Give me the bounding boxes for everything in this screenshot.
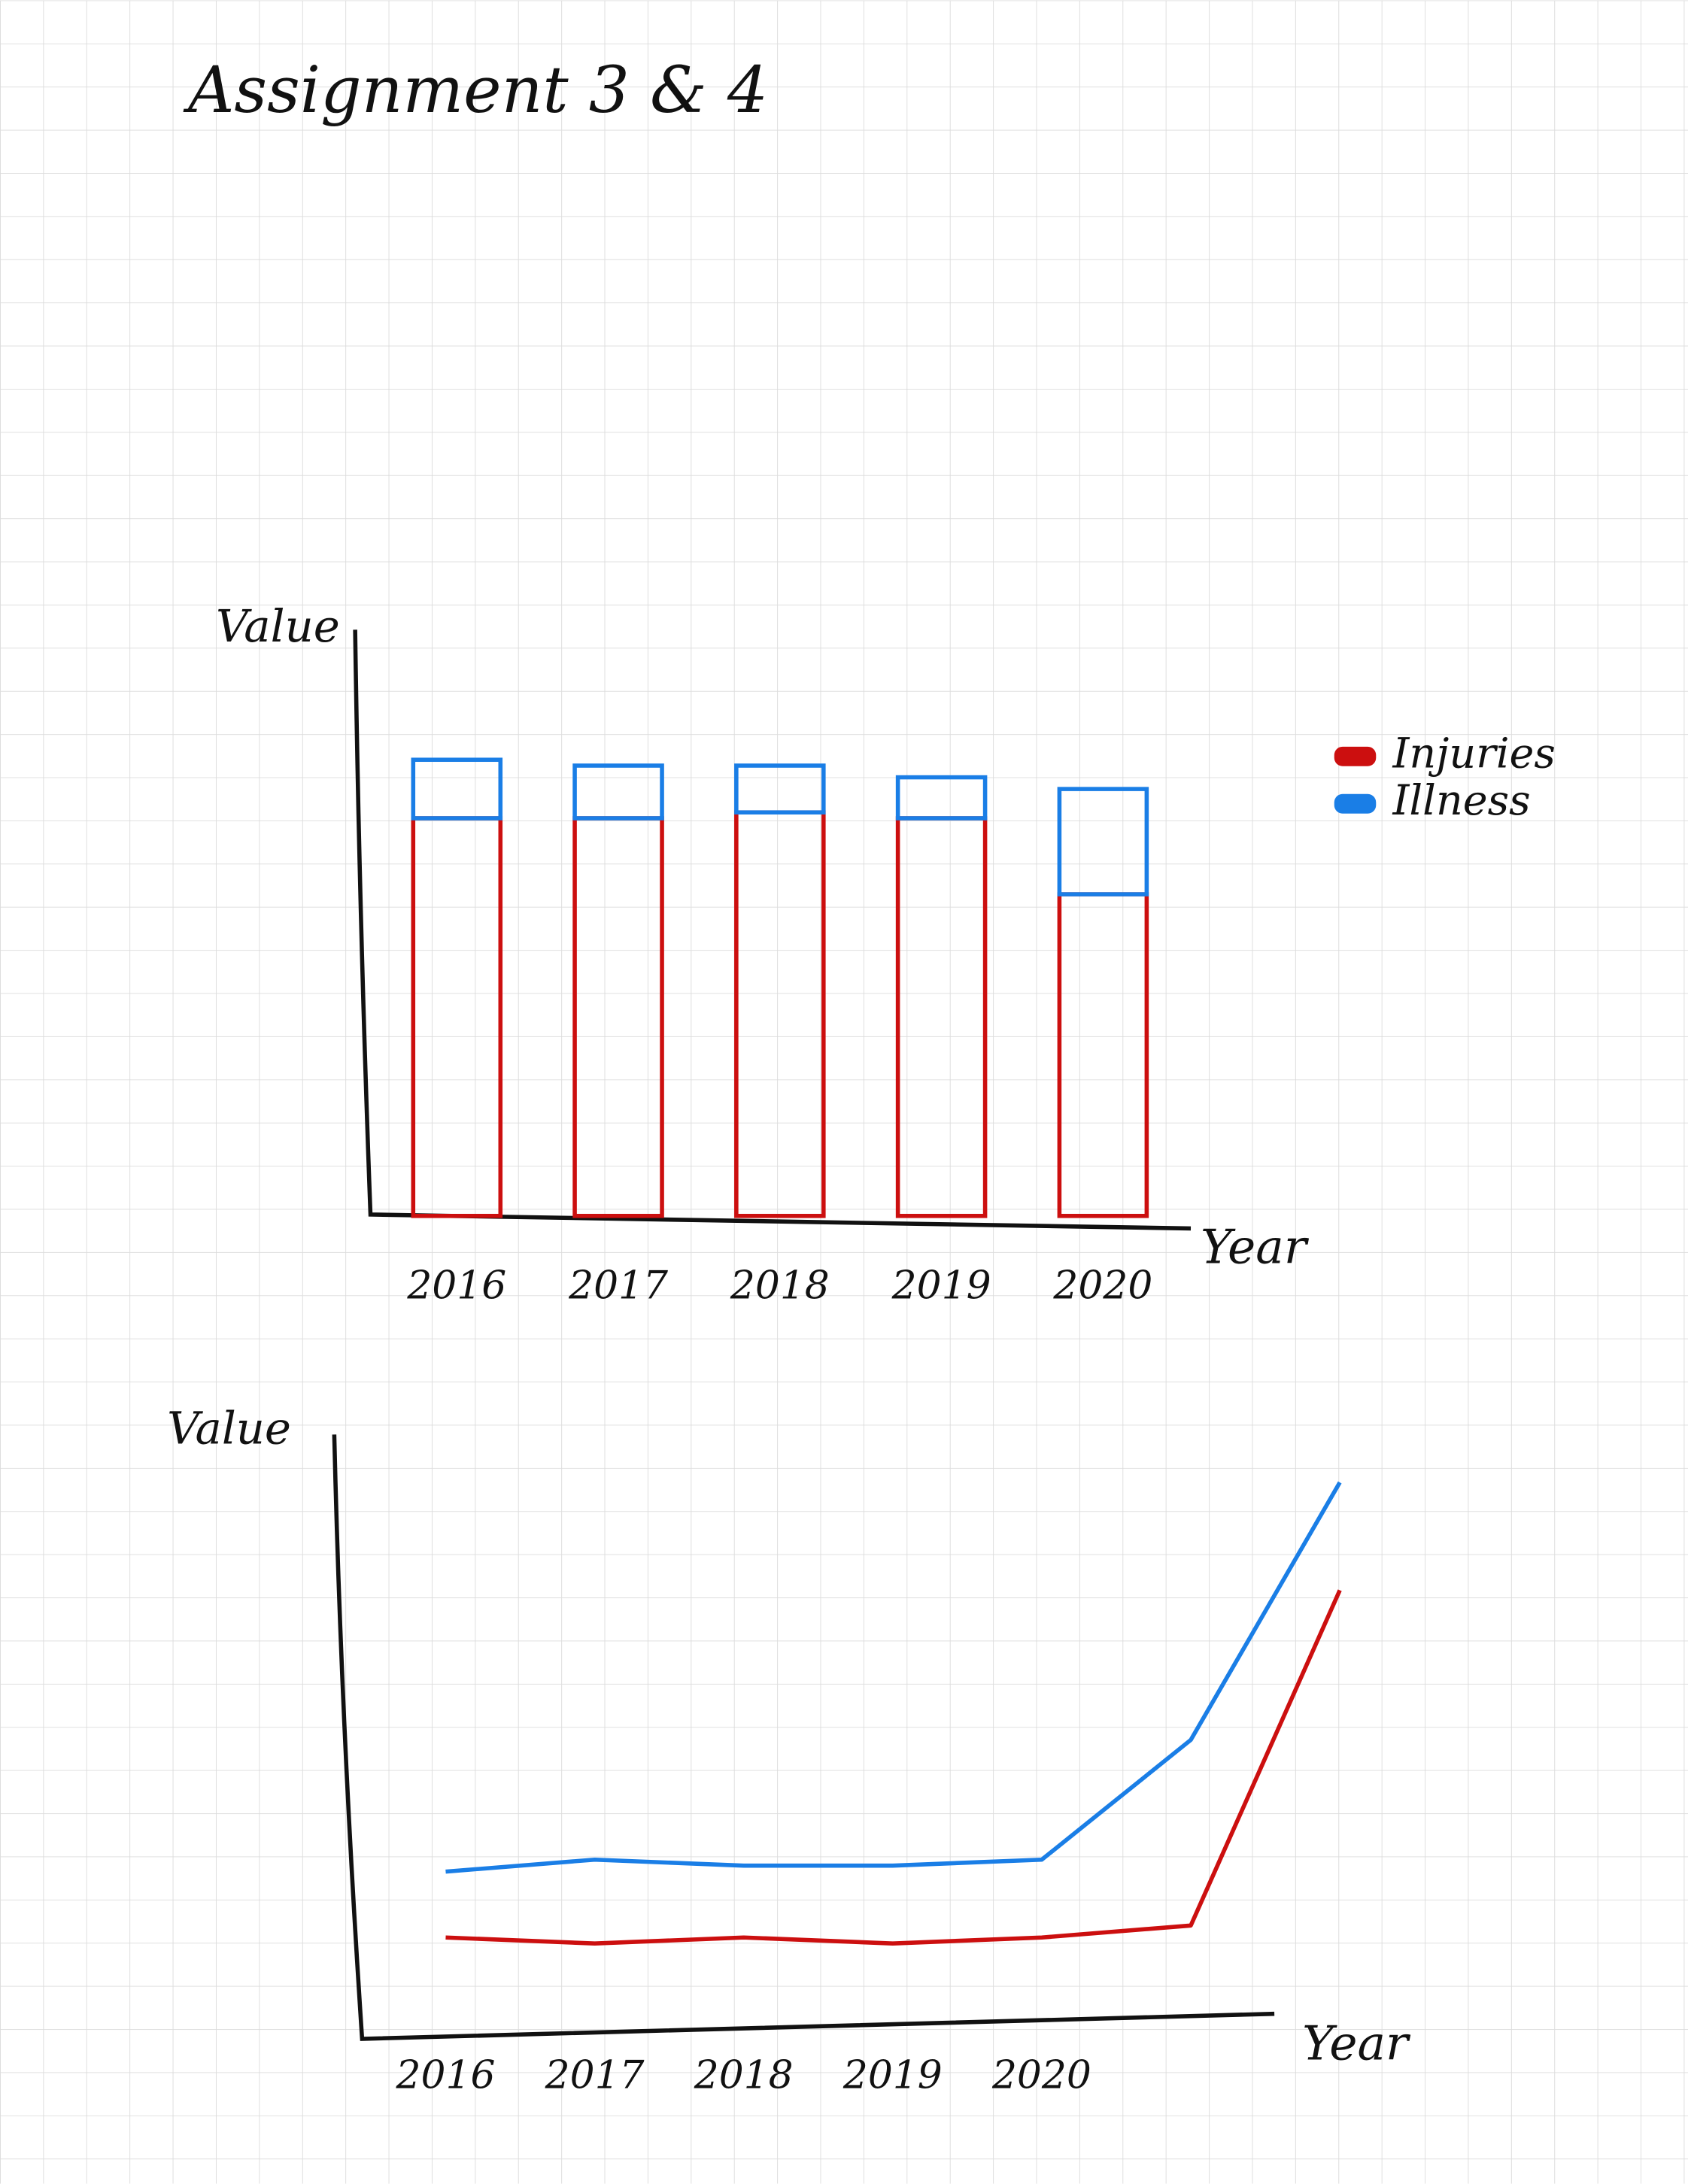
page-title: Assignment 3 & 4	[183, 53, 768, 128]
axes	[353, 629, 1192, 1231]
x-tick-label: 2017	[568, 1263, 668, 1309]
x-tick-label: 2016	[406, 1263, 506, 1309]
line	[445, 1589, 1342, 1946]
legend-swatch	[1334, 746, 1377, 766]
x-tick-label: 2020	[991, 2052, 1091, 2098]
x-tick-label: 2019	[891, 1263, 991, 1309]
line	[445, 1481, 1342, 1874]
y-axis-label: Value	[167, 1402, 291, 1454]
legend-label: Illness	[1392, 776, 1530, 825]
x-tick-label: 2018	[730, 1263, 830, 1309]
bar-segment	[895, 775, 988, 821]
legend-label: Injuries	[1392, 729, 1555, 778]
y-axis-label: Value	[216, 600, 340, 652]
bar-segment	[411, 757, 503, 821]
x-tick-label: 2017	[545, 2052, 645, 2098]
x-axis-label: Year	[1201, 1220, 1310, 1275]
bar-segment	[1057, 787, 1149, 896]
x-tick-label: 2016	[396, 2052, 496, 2098]
x-tick-label: 2020	[1052, 1263, 1152, 1309]
x-tick-label: 2019	[842, 2052, 943, 2098]
x-axis-label: Year	[1302, 2016, 1411, 2071]
x-tick-label: 2018	[694, 2052, 794, 2098]
legend-swatch	[1334, 793, 1377, 814]
bar-segment	[734, 763, 826, 814]
bar-segment	[572, 763, 664, 821]
axes	[332, 1434, 1275, 2041]
